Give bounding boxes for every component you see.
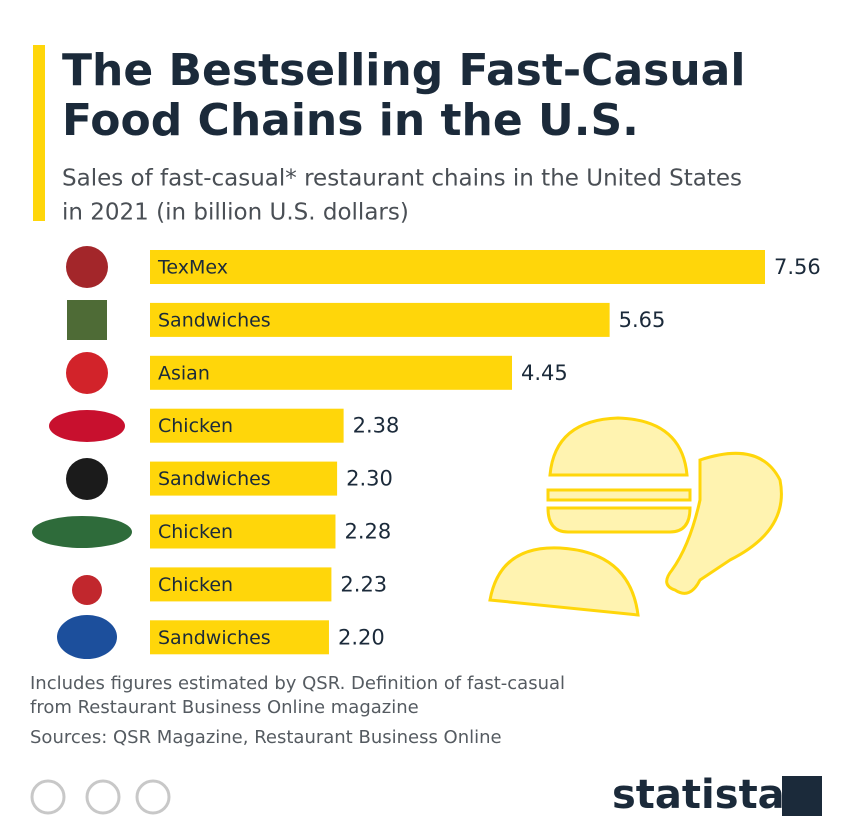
category-label: Sandwiches [158, 468, 271, 490]
bar [150, 461, 338, 496]
chart-subtitle: in 2021 (in billion U.S. dollars) [62, 200, 409, 226]
value-label: 2.23 [340, 572, 387, 596]
bar [150, 302, 610, 337]
chart-title: Food Chains in the U.S. [62, 95, 639, 146]
note: Includes figures estimated by QSR. Defin… [30, 673, 565, 694]
source: Sources: QSR Magazine, Restaurant Busine… [30, 727, 502, 748]
value-label: 7.56 [774, 255, 821, 279]
chart-subtitle: Sales of fast-casual* restaurant chains … [62, 166, 742, 192]
category-label: Asian [158, 362, 210, 384]
category-label: Sandwiches [158, 627, 271, 649]
food-illustration [488, 416, 783, 617]
value-label: 5.65 [619, 308, 666, 332]
value-label: 2.30 [346, 467, 393, 491]
value-label: 2.38 [353, 414, 400, 438]
category-label: Sandwiches [158, 309, 271, 331]
note: from Restaurant Business Online magazine [30, 697, 419, 718]
category-label: TexMex [157, 257, 228, 279]
category-label: Chicken [158, 415, 233, 437]
accent-bar [33, 45, 45, 221]
category-label: Chicken [158, 574, 233, 596]
chart-title: The Bestselling Fast-Casual [62, 45, 745, 96]
brand: statista [612, 772, 785, 818]
brand-icon [782, 776, 822, 816]
bar [150, 250, 765, 284]
category-label: Chicken [158, 521, 233, 543]
bar [150, 514, 336, 549]
bar [150, 355, 513, 390]
value-label: 4.45 [521, 361, 568, 385]
bar [150, 620, 329, 655]
bar [150, 567, 332, 602]
value-label: 2.20 [338, 625, 385, 649]
license-icons [30, 779, 171, 815]
logos [32, 246, 132, 659]
bar [150, 408, 344, 443]
value-label: 2.28 [344, 520, 391, 544]
